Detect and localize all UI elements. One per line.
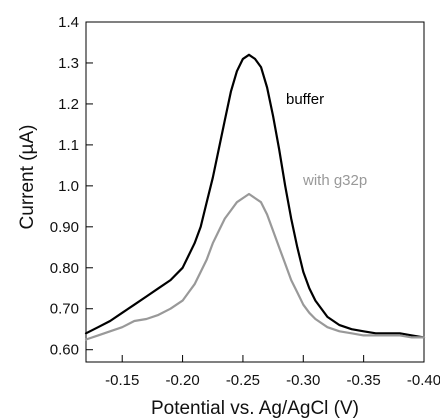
y-tick-label: 1.0 (58, 178, 79, 195)
y-tick-label: 0.60 (50, 342, 79, 359)
x-axis-title: Potential vs. Ag/AgCl (V) (151, 398, 359, 418)
x-tick-label: -0.25 (226, 372, 260, 389)
x-tick-label: -0.30 (286, 372, 320, 389)
x-tick-label: -0.35 (347, 372, 381, 389)
y-tick-label: 0.70 (50, 301, 79, 318)
series-label-with-g32p: with g32p (302, 172, 367, 189)
x-tick-label: -0.40 (407, 372, 440, 389)
series-line-buffer (84, 53, 426, 339)
x-tick-label: -0.15 (105, 372, 139, 389)
y-tick-label: 0.90 (50, 219, 79, 236)
y-tick-label: 1.4 (58, 14, 79, 31)
series-line-with-g32p (84, 192, 426, 341)
series-label-buffer: buffer (286, 91, 324, 108)
y-tick-label: 1.3 (58, 55, 79, 72)
plot-frame (85, 21, 425, 363)
y-axis-title: Current (µA) (17, 125, 38, 230)
y-axis-ticks: 0.60 0.70 0.80 0.90 1.0 1.1 1.2 1.3 1.4 (50, 14, 93, 359)
y-tick-label: 0.80 (50, 260, 79, 277)
series-layer (84, 53, 426, 341)
x-tick-label: -0.20 (165, 372, 199, 389)
y-tick-label: 1.1 (58, 137, 79, 154)
y-tick-label: 1.2 (58, 96, 79, 113)
x-axis-ticks: -0.15 -0.20 -0.25 -0.30 -0.35 -0.40 (105, 355, 440, 389)
